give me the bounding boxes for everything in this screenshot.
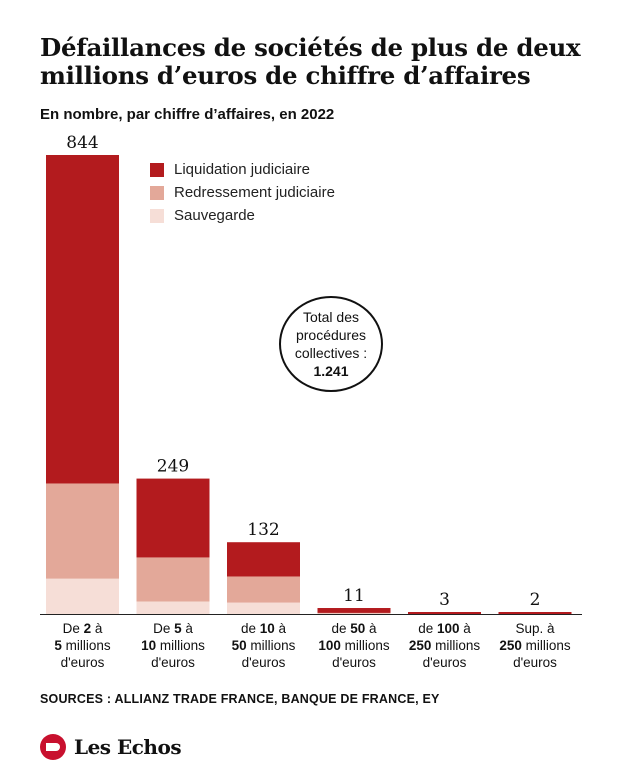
legend-swatch (150, 162, 164, 177)
total-value: 1.241 (313, 363, 349, 379)
bar-segment (317, 612, 391, 614)
bar-total-label: 249 (157, 457, 189, 477)
legend-label: Liquidation judiciaire (174, 161, 310, 178)
category-label: De 5 à 10 millions d'euros (141, 621, 205, 670)
bar-segment (46, 483, 119, 579)
bar-segment (317, 608, 391, 613)
category-label: Sup. à 250 millions d'euros (499, 621, 571, 670)
total-line: Total des (302, 309, 360, 325)
category-label: de 50 à 100 millions d'euros (318, 621, 390, 670)
bar-segment (46, 155, 119, 484)
category-label: de 10 à 50 millions d'euros (231, 621, 296, 670)
total-line: procédures (295, 327, 367, 343)
bar-segment (498, 612, 572, 614)
les-echos-logo-icon (40, 734, 66, 760)
sources-note: SOURCES : ALLIANZ TRADE FRANCE, BANQUE D… (40, 692, 440, 706)
category-label: de 100 à 250 millions d'euros (408, 621, 481, 670)
bar-segment (136, 478, 210, 558)
legend-label: Sauvegarde (174, 207, 255, 224)
legend-swatch (150, 208, 164, 223)
bar-segment (136, 601, 210, 614)
bar-segment (136, 557, 210, 602)
legend-item-sauvegarde: Sauvegarde (150, 204, 335, 227)
bar-total-label: 3 (439, 590, 450, 610)
bar-segment (227, 542, 300, 577)
total-annotation: Total des procédures collectives : 1.241 (279, 296, 383, 392)
legend-item-redressement: Redressement judiciaire (150, 181, 335, 204)
bar-segment (227, 602, 300, 614)
brand-name: Les Echos (74, 735, 182, 759)
bar-segment (408, 612, 481, 614)
bar-segment (317, 613, 391, 614)
bar-total-label: 844 (66, 133, 98, 153)
stacked-bar-chart: 844 249 132 11 3 2 (40, 133, 582, 615)
chart-subtitle: En nombre, par chiffre d’affaires, en 20… (40, 106, 335, 123)
legend-item-liquidation: Liquidation judiciaire (150, 158, 335, 181)
legend: Liquidation judiciaire Redressement judi… (150, 158, 335, 227)
legend-swatch (150, 185, 164, 200)
bar-total-label: 132 (247, 520, 279, 540)
chart-title: Défaillances de sociétés de plus de deux… (40, 33, 581, 90)
bar-segment (227, 576, 300, 603)
bar-total-label: 2 (530, 590, 541, 610)
total-line: collectives : (294, 345, 368, 361)
legend-label: Redressement judiciaire (174, 184, 335, 201)
brand-logo: Les Echos (40, 734, 182, 760)
bar-total-label: 11 (343, 586, 365, 606)
bar-segment (46, 578, 119, 614)
